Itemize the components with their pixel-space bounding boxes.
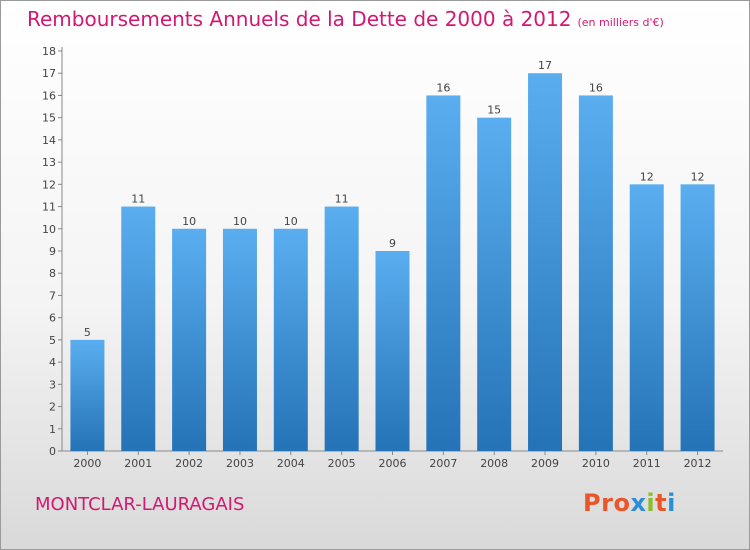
x-tick-label: 2009 (531, 457, 559, 470)
x-tick-label: 2005 (328, 457, 356, 470)
logo-letter: i (646, 489, 656, 517)
proxiti-logo[interactable]: Proxiti (583, 489, 676, 517)
bar (426, 95, 461, 451)
logo-letter: o (613, 489, 631, 517)
y-tick-label: 6 (49, 312, 56, 325)
x-tick-label: 2002 (175, 457, 203, 470)
y-tick-label: 17 (42, 67, 56, 80)
place-name: MONTCLAR-LAURAGAIS (35, 494, 245, 515)
x-tick-label: 2004 (277, 457, 305, 470)
bar (172, 228, 207, 451)
bar (121, 206, 156, 451)
chart-title: Remboursements Annuels de la Dette de 20… (27, 7, 572, 31)
y-tick-label: 9 (49, 245, 56, 258)
y-tick-label: 3 (49, 378, 56, 391)
y-tick-label: 12 (42, 178, 56, 191)
bar (70, 339, 105, 451)
bar-value-label: 17 (538, 59, 552, 72)
logo-letter: r (601, 489, 614, 517)
y-tick-label: 11 (42, 201, 56, 214)
x-tick-label: 2008 (480, 457, 508, 470)
y-tick-label: 14 (42, 134, 56, 147)
y-tick-label: 7 (49, 289, 56, 302)
bar (578, 95, 613, 451)
bar (222, 228, 257, 451)
x-tick-label: 2003 (226, 457, 254, 470)
chart-title-block: Remboursements Annuels de la Dette de 20… (27, 7, 664, 31)
y-tick-label: 4 (49, 356, 56, 369)
chart-unit: (en milliers d'€) (577, 16, 664, 29)
y-tick-label: 10 (42, 223, 56, 236)
bar-value-label: 16 (589, 81, 603, 94)
bar-value-label: 9 (389, 237, 396, 250)
y-tick-label: 16 (42, 89, 56, 102)
bar-value-label: 5 (84, 326, 91, 339)
x-tick-label: 2000 (73, 457, 101, 470)
bar-value-label: 11 (131, 193, 145, 206)
bar (477, 117, 512, 452)
y-tick-label: 0 (49, 445, 56, 458)
y-tick-label: 15 (42, 112, 56, 125)
bar-value-label: 11 (335, 193, 349, 206)
bar (528, 73, 563, 451)
bar (324, 206, 359, 451)
x-tick-label: 2007 (429, 457, 457, 470)
bar (273, 228, 308, 451)
logo-letter: t (655, 489, 668, 517)
bar-value-label: 10 (233, 215, 247, 228)
bar-value-label: 16 (436, 81, 450, 94)
bar-value-label: 12 (640, 170, 654, 183)
bar-value-label: 10 (182, 215, 196, 228)
x-tick-label: 2010 (582, 457, 610, 470)
x-tick-label: 2006 (379, 457, 407, 470)
y-tick-label: 5 (49, 334, 56, 347)
bar-value-label: 12 (691, 170, 705, 183)
x-tick-label: 2011 (633, 457, 661, 470)
logo-letter: i (667, 489, 676, 517)
y-tick-label: 18 (42, 45, 56, 58)
x-tick-label: 2001 (124, 457, 152, 470)
bar-value-label: 10 (284, 215, 298, 228)
y-tick-label: 8 (49, 267, 56, 280)
y-tick-label: 1 (49, 423, 56, 436)
logo-letter: P (583, 489, 602, 517)
bar-value-label: 15 (487, 104, 501, 117)
bar (629, 184, 664, 452)
x-tick-label: 2012 (684, 457, 712, 470)
logo-letter: x (630, 489, 647, 517)
bar (375, 251, 410, 451)
bars: 5 11 10 10 10 11 9 16 15 17 16 12 12 (70, 59, 715, 452)
y-tick-label: 2 (49, 401, 56, 414)
y-tick-label: 13 (42, 156, 56, 169)
bar (680, 184, 715, 452)
